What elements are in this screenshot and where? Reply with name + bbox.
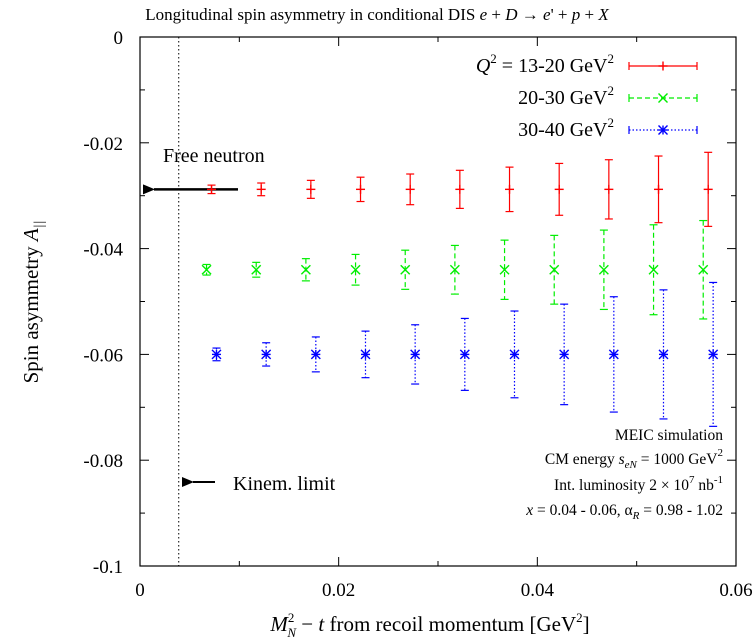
data-point — [549, 264, 560, 275]
y-tick-label: 0 — [114, 28, 124, 49]
info-simulation: MEIC simulation — [615, 427, 723, 444]
y-tick-label: -0.08 — [83, 451, 123, 472]
x-tick-label: 0.04 — [521, 580, 555, 601]
data-point — [211, 349, 222, 360]
y-tick-labels: 0 -0.02 -0.04 -0.06 -0.08 -0.1 — [83, 28, 123, 578]
free-neutron-label: Free neutron — [163, 145, 265, 167]
legend-label-q2-13-20: Q2 = 13-20 GeV2 — [476, 51, 614, 77]
data-point — [261, 349, 272, 360]
data-series — [201, 151, 719, 427]
data-point — [598, 264, 609, 275]
legend-marker — [658, 93, 668, 103]
data-point — [499, 264, 510, 275]
axis-ticks — [139, 36, 737, 567]
data-point — [459, 349, 470, 360]
data-point — [698, 264, 709, 275]
legend-samples — [628, 61, 698, 135]
data-point — [201, 264, 212, 275]
data-point — [449, 264, 460, 275]
info-kinematics: x = 0.04 - 0.06, αR = 0.98 - 1.02 — [525, 502, 723, 522]
kinematic-limit-label: Kinem. limit — [233, 473, 336, 495]
info-box: MEIC simulation CM energy seN = 1000 GeV… — [525, 427, 723, 522]
y-tick-label: -0.06 — [83, 345, 123, 366]
x-tick-label: 0.02 — [322, 580, 355, 601]
data-point — [350, 264, 361, 275]
series-2 — [201, 219, 709, 320]
data-point — [559, 349, 570, 360]
data-point — [608, 349, 619, 360]
x-tick-labels: 0 0.02 0.04 0.06 — [135, 580, 752, 601]
data-point — [300, 264, 311, 275]
legend-label-q2-20-30: 20-30 GeV2 — [518, 83, 614, 109]
info-cm-energy: CM energy seN = 1000 GeV2 — [545, 447, 723, 471]
legend: Q2 = 13-20 GeV2 20-30 GeV2 30-40 GeV2 — [476, 51, 698, 141]
x-tick-label: 0 — [135, 580, 145, 601]
data-point — [509, 349, 520, 360]
chart-title: Longitudinal spin asymmetry in condition… — [145, 5, 609, 24]
series-1 — [207, 151, 713, 227]
legend-marker — [658, 125, 668, 135]
data-point — [648, 264, 659, 275]
y-axis-label: Spin asymmetry A|| — [19, 221, 47, 384]
data-point — [708, 349, 719, 360]
y-tick-label: -0.04 — [83, 240, 123, 261]
x-tick-label: 0.06 — [719, 580, 752, 601]
data-point — [310, 349, 321, 360]
data-point — [410, 349, 421, 360]
data-point — [251, 264, 262, 275]
series-3 — [211, 281, 719, 427]
x-axis-label: M2 N − t from recoil momentum [GeV2] — [269, 610, 589, 640]
y-tick-label: -0.02 — [83, 134, 123, 155]
data-point — [658, 349, 669, 360]
legend-label-q2-30-40: 30-40 GeV2 — [518, 115, 614, 141]
info-luminosity: Int. luminosity 2 × 107 nb-1 — [554, 474, 723, 494]
data-point — [400, 264, 411, 275]
y-tick-label: -0.1 — [93, 557, 123, 578]
data-point — [360, 349, 371, 360]
